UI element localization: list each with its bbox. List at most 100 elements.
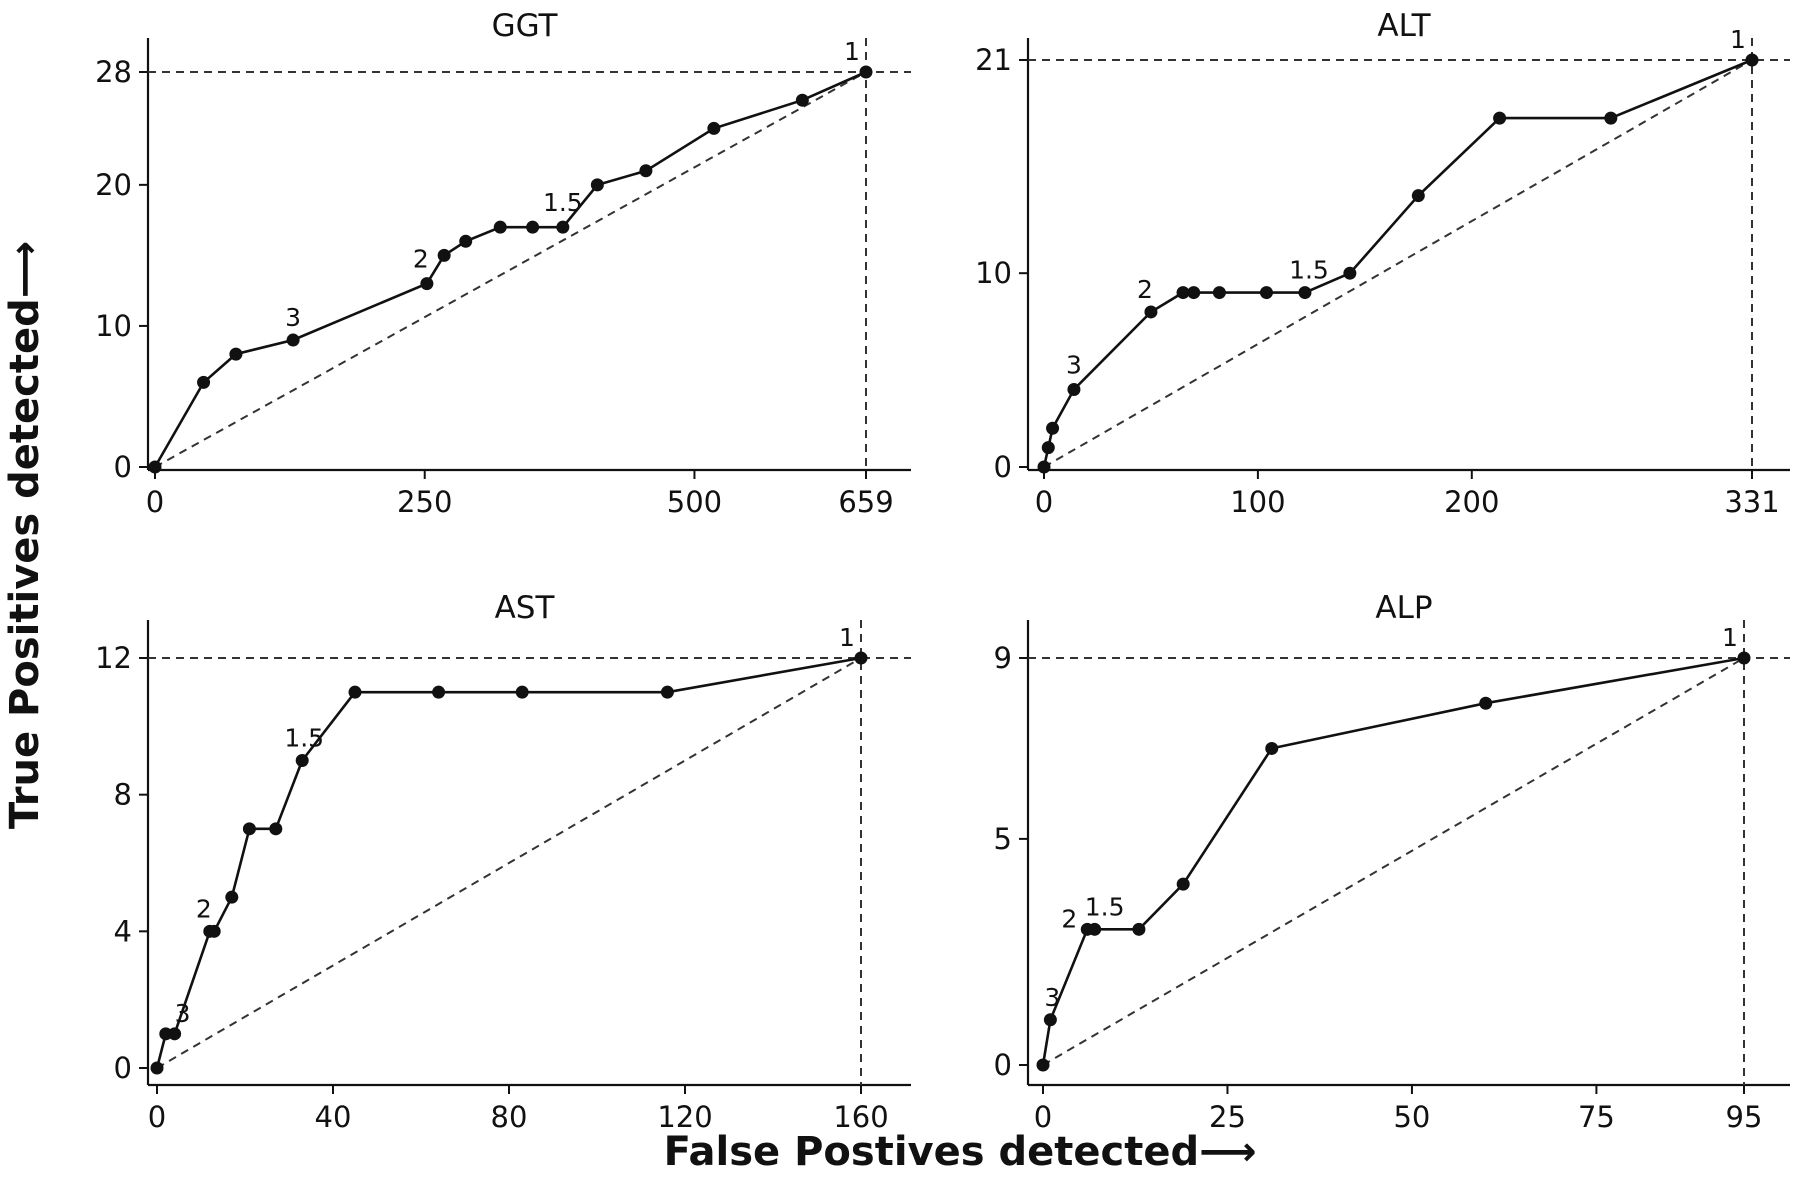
- data-point: [1493, 111, 1507, 125]
- chance-diagonal-line: [154, 71, 867, 468]
- threshold-annotation: 1: [1730, 25, 1746, 54]
- threshold-annotation: 3: [1066, 350, 1082, 379]
- y-tick-label: 0: [114, 1051, 132, 1085]
- data-point: [1037, 460, 1051, 474]
- threshold-annotation: 3: [175, 999, 191, 1028]
- data-point: [225, 890, 239, 904]
- data-point: [859, 65, 873, 79]
- data-point: [526, 220, 540, 234]
- threshold-annotation: 2: [413, 245, 429, 274]
- data-point: [1036, 1058, 1050, 1072]
- data-point: [1737, 651, 1751, 665]
- data-point: [493, 220, 507, 234]
- y-axis-title: True Positives detected⟶: [2, 241, 48, 829]
- threshold-annotation: 3: [285, 303, 301, 332]
- x-tick-label: 0: [148, 1100, 166, 1134]
- data-point: [1298, 286, 1312, 300]
- data-point: [1088, 922, 1102, 936]
- panel-title: ALT: [1377, 8, 1431, 44]
- data-point: [459, 234, 473, 248]
- y-tick-label: 0: [994, 1048, 1012, 1082]
- y-tick-label: 28: [95, 55, 132, 89]
- y-tick-label: 5: [994, 822, 1012, 856]
- x-tick-label: 160: [833, 1100, 888, 1134]
- data-point: [1745, 53, 1759, 67]
- threshold-annotation: 1.5: [284, 724, 324, 753]
- x-tick-label: 100: [1230, 485, 1285, 519]
- data-point: [556, 220, 570, 234]
- threshold-annotation: 2: [196, 894, 212, 923]
- data-point: [197, 375, 211, 389]
- x-tick-label: 40: [315, 1100, 352, 1134]
- x-tick-label: 331: [1724, 485, 1779, 519]
- data-point: [1343, 266, 1357, 280]
- data-point: [286, 333, 300, 347]
- data-point: [854, 651, 868, 665]
- data-point: [590, 178, 604, 192]
- threshold-annotation: 1: [839, 623, 855, 652]
- data-point: [1043, 1013, 1057, 1027]
- data-point: [207, 924, 221, 938]
- panel-title: GGT: [492, 8, 559, 44]
- data-point: [437, 248, 451, 262]
- data-point: [168, 1027, 182, 1041]
- panel-title: AST: [495, 590, 556, 626]
- y-tick-label: 4: [114, 914, 132, 948]
- x-tick-label: 0: [1034, 1100, 1052, 1134]
- x-tick-label: 25: [1209, 1100, 1246, 1134]
- y-tick-label: 12: [95, 641, 132, 675]
- y-tick-label: 20: [95, 168, 132, 202]
- data-point: [1132, 922, 1146, 936]
- x-tick-label: 120: [657, 1100, 712, 1134]
- y-tick-label: 0: [114, 450, 132, 484]
- data-point: [148, 460, 162, 474]
- threshold-annotation: 2: [1137, 275, 1153, 304]
- threshold-annotation: 2: [1061, 904, 1077, 933]
- y-tick-label: 10: [975, 256, 1012, 290]
- threshold-annotation: 1.5: [1289, 256, 1329, 285]
- chance-diagonal-line: [1042, 657, 1745, 1066]
- data-point: [1212, 286, 1226, 300]
- x-tick-label: 659: [838, 485, 893, 519]
- panel-alt: 0 10 21 0 100 200 331 ALT 3 2 1.5 1: [975, 8, 1790, 519]
- x-tick-label: 0: [146, 485, 164, 519]
- data-point: [1479, 696, 1493, 710]
- y-tick-label: 9: [994, 641, 1012, 675]
- x-axis-title: False Postives detected⟶: [664, 1129, 1257, 1175]
- data-point: [1604, 111, 1618, 125]
- data-point: [1041, 441, 1055, 455]
- data-point: [1187, 286, 1201, 300]
- x-tick-label: 250: [397, 485, 452, 519]
- data-point: [150, 1061, 164, 1075]
- x-tick-label: 50: [1393, 1100, 1430, 1134]
- data-point: [242, 822, 256, 836]
- x-tick-label: 200: [1444, 485, 1499, 519]
- data-point: [1046, 421, 1060, 435]
- y-tick-label: 8: [114, 778, 132, 812]
- threshold-annotation: 3: [1044, 983, 1060, 1012]
- panel-title: ALP: [1375, 590, 1432, 626]
- data-point: [1176, 286, 1190, 300]
- data-point: [639, 164, 653, 178]
- data-point: [420, 277, 434, 291]
- data-point: [348, 685, 362, 699]
- series-line: [155, 656, 862, 1069]
- x-tick-label: 80: [491, 1100, 528, 1134]
- chance-diagonal-line: [1043, 59, 1753, 468]
- data-point: [1259, 286, 1273, 300]
- data-point: [1144, 305, 1158, 319]
- data-point: [1176, 877, 1190, 891]
- threshold-annotation: 1.5: [1085, 892, 1125, 921]
- data-point: [1265, 741, 1279, 755]
- chance-diagonal-line: [156, 657, 862, 1069]
- threshold-annotation: 1: [1722, 623, 1738, 652]
- threshold-annotation: 1: [844, 37, 860, 66]
- x-tick-label: 75: [1578, 1100, 1615, 1134]
- y-tick-label: 10: [95, 309, 132, 343]
- data-point: [229, 347, 243, 361]
- panel-alp: 0 5 9 0 25 50 75 95 ALP 3 2 1.5 1: [994, 590, 1790, 1134]
- threshold-annotation: 1.5: [543, 188, 583, 217]
- x-tick-label: 500: [667, 485, 722, 519]
- panel-ggt: 0 10 20 28 0 250 500 659 GGT 3 2 1.5 1: [95, 8, 911, 519]
